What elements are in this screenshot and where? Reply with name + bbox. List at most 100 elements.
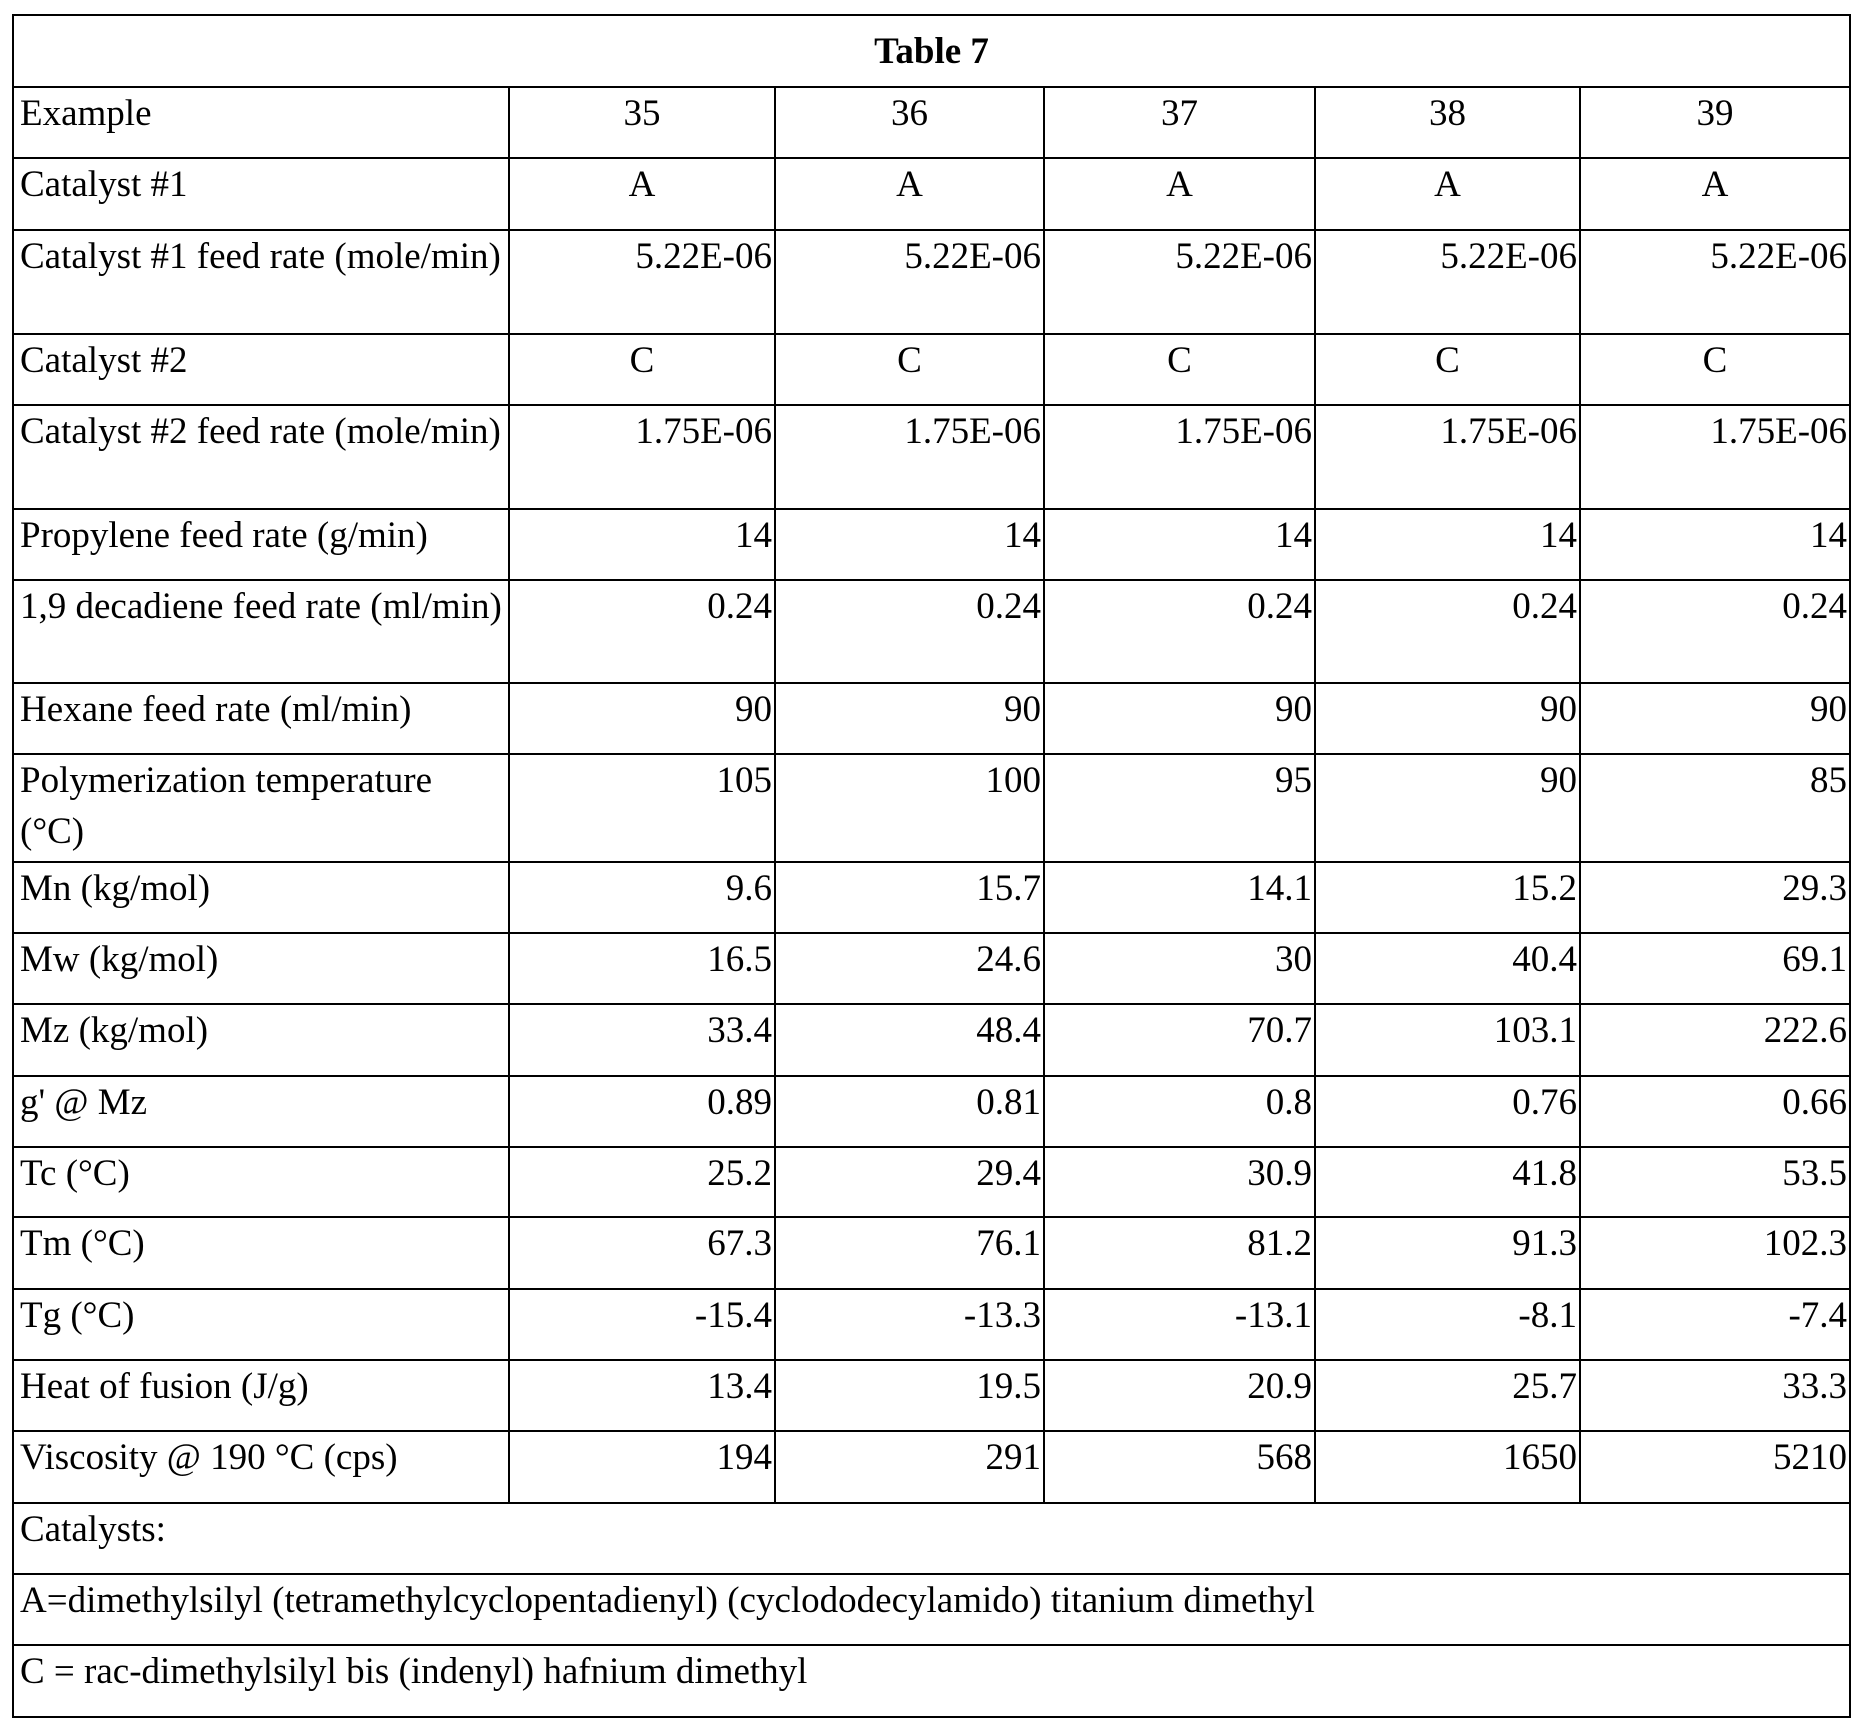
cell: C xyxy=(1044,334,1315,405)
cell: 0.24 xyxy=(509,580,775,683)
cell: -13.1 xyxy=(1044,1289,1315,1360)
cell: 90 xyxy=(1315,754,1580,862)
cell: 1.75E-06 xyxy=(1315,405,1580,509)
table-row: Catalyst #2CCCCC xyxy=(13,334,1850,405)
row-label: Mw (kg/mol) xyxy=(13,933,509,1004)
cell: 14 xyxy=(1044,509,1315,580)
cell: 67.3 xyxy=(509,1217,775,1289)
cell: 81.2 xyxy=(1044,1217,1315,1289)
cell: 194 xyxy=(509,1431,775,1503)
cell: 14 xyxy=(509,509,775,580)
table-title: Table 7 xyxy=(13,15,1850,87)
table-row: Propylene feed rate (g/min)1414141414 xyxy=(13,509,1850,580)
cell: A xyxy=(1315,158,1580,230)
cell: 15.2 xyxy=(1315,862,1580,933)
row-label: Catalyst #1 xyxy=(13,158,509,230)
cell: 0.89 xyxy=(509,1076,775,1147)
cell: A xyxy=(1580,158,1850,230)
cell: 90 xyxy=(775,683,1044,754)
row-label: Tc (°C) xyxy=(13,1147,509,1217)
cell: 20.9 xyxy=(1044,1360,1315,1431)
column-header: 39 xyxy=(1580,87,1850,158)
cell: 0.76 xyxy=(1315,1076,1580,1147)
cell: 5.22E-06 xyxy=(1580,230,1850,334)
cell: 95 xyxy=(1044,754,1315,862)
cell: 222.6 xyxy=(1580,1004,1850,1076)
cell: 14 xyxy=(775,509,1044,580)
cell: -7.4 xyxy=(1580,1289,1850,1360)
row-label: Heat of fusion (J/g) xyxy=(13,1360,509,1431)
table-row: Tc (°C)25.229.430.941.853.5 xyxy=(13,1147,1850,1217)
row-label: Catalyst #2 xyxy=(13,334,509,405)
cell: 1650 xyxy=(1315,1431,1580,1503)
cell: 14 xyxy=(1315,509,1580,580)
cell: 33.3 xyxy=(1580,1360,1850,1431)
column-header: 38 xyxy=(1315,87,1580,158)
cell: 0.24 xyxy=(1580,580,1850,683)
table-row: Catalyst #1AAAAA xyxy=(13,158,1850,230)
cell: 25.7 xyxy=(1315,1360,1580,1431)
cell: 14.1 xyxy=(1044,862,1315,933)
cell: 5.22E-06 xyxy=(509,230,775,334)
cell: 53.5 xyxy=(1580,1147,1850,1217)
cell: -13.3 xyxy=(775,1289,1044,1360)
table-row: Heat of fusion (J/g)13.419.520.925.733.3 xyxy=(13,1360,1850,1431)
table-row: Catalysts: xyxy=(13,1503,1850,1574)
table-row: Tg (°C)-15.4-13.3-13.1-8.1-7.4 xyxy=(13,1289,1850,1360)
row-label: Tg (°C) xyxy=(13,1289,509,1360)
cell: -8.1 xyxy=(1315,1289,1580,1360)
row-label: Mn (kg/mol) xyxy=(13,862,509,933)
cell: 0.81 xyxy=(775,1076,1044,1147)
cell: 14 xyxy=(1580,509,1850,580)
cell: 69.1 xyxy=(1580,933,1850,1004)
cell: 76.1 xyxy=(775,1217,1044,1289)
cell: 5.22E-06 xyxy=(775,230,1044,334)
cell: C xyxy=(1315,334,1580,405)
cell: 90 xyxy=(509,683,775,754)
table-row: C = rac-dimethylsilyl bis (indenyl) hafn… xyxy=(13,1645,1850,1717)
cell: 5.22E-06 xyxy=(1315,230,1580,334)
footnote: C = rac-dimethylsilyl bis (indenyl) hafn… xyxy=(13,1645,1850,1717)
table-row: Polymerization temperature (°C)105100959… xyxy=(13,754,1850,862)
cell: 90 xyxy=(1580,683,1850,754)
table-row: Catalyst #1 feed rate (mole/min)5.22E-06… xyxy=(13,230,1850,334)
cell: 100 xyxy=(775,754,1044,862)
cell: 5.22E-06 xyxy=(1044,230,1315,334)
footnote: A=dimethylsilyl (tetramethylcyclopentadi… xyxy=(13,1574,1850,1645)
row-label: Polymerization temperature (°C) xyxy=(13,754,509,862)
table-row: 1,9 decadiene feed rate (ml/min)0.240.24… xyxy=(13,580,1850,683)
cell: 30 xyxy=(1044,933,1315,1004)
cell: 0.24 xyxy=(1315,580,1580,683)
row-label: Catalyst #1 feed rate (mole/min) xyxy=(13,230,509,334)
table-row: Example3536373839 xyxy=(13,87,1850,158)
cell: 5210 xyxy=(1580,1431,1850,1503)
cell: 1.75E-06 xyxy=(1580,405,1850,509)
cell: 25.2 xyxy=(509,1147,775,1217)
table-row: Mn (kg/mol)9.615.714.115.229.3 xyxy=(13,862,1850,933)
table-row: Table 7 xyxy=(13,15,1850,87)
cell: 33.4 xyxy=(509,1004,775,1076)
cell: 48.4 xyxy=(775,1004,1044,1076)
row-label: Tm (°C) xyxy=(13,1217,509,1289)
cell: 29.4 xyxy=(775,1147,1044,1217)
cell: 30.9 xyxy=(1044,1147,1315,1217)
cell: 41.8 xyxy=(1315,1147,1580,1217)
cell: 291 xyxy=(775,1431,1044,1503)
cell: C xyxy=(775,334,1044,405)
table-body: Table 7Example3536373839Catalyst #1AAAAA… xyxy=(13,15,1850,1717)
cell: 91.3 xyxy=(1315,1217,1580,1289)
table-row: A=dimethylsilyl (tetramethylcyclopentadi… xyxy=(13,1574,1850,1645)
row-label: Propylene feed rate (g/min) xyxy=(13,509,509,580)
footnote: Catalysts: xyxy=(13,1503,1850,1574)
cell: C xyxy=(1580,334,1850,405)
cell: 24.6 xyxy=(775,933,1044,1004)
row-label: Hexane feed rate (ml/min) xyxy=(13,683,509,754)
cell: 1.75E-06 xyxy=(775,405,1044,509)
row-label: Viscosity @ 190 °C (cps) xyxy=(13,1431,509,1503)
table-row: Hexane feed rate (ml/min)9090909090 xyxy=(13,683,1850,754)
cell: 90 xyxy=(1044,683,1315,754)
cell: 16.5 xyxy=(509,933,775,1004)
cell: 568 xyxy=(1044,1431,1315,1503)
row-label: Catalyst #2 feed rate (mole/min) xyxy=(13,405,509,509)
